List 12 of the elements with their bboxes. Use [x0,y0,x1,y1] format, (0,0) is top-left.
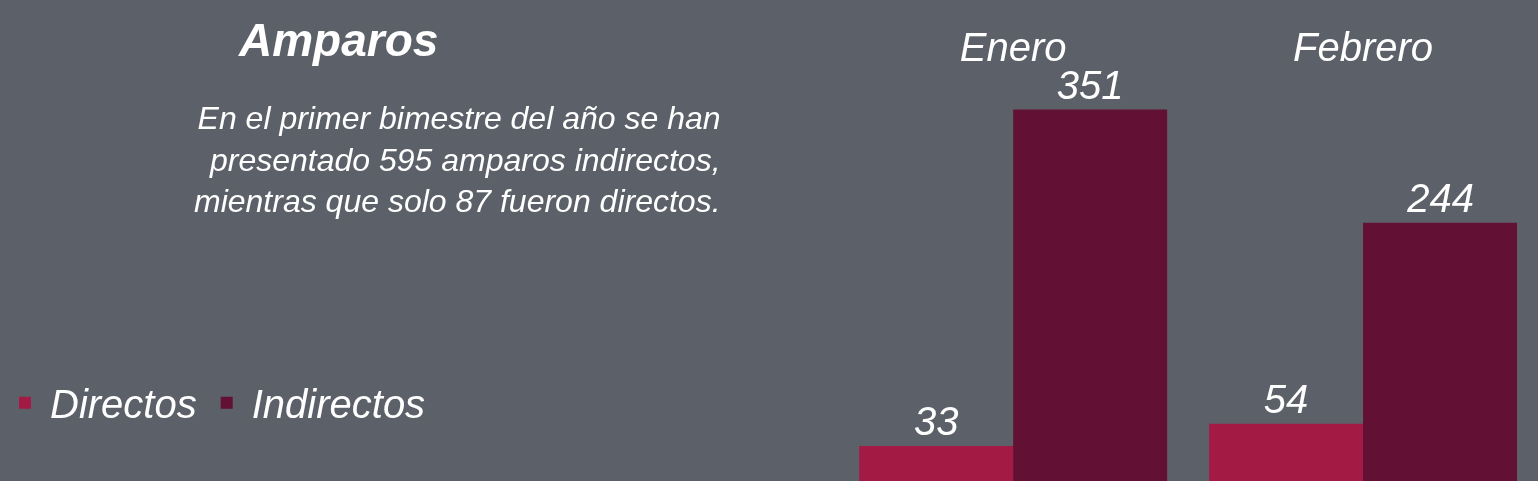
data-label: 54 [1263,376,1309,421]
legend-label: Indirectos [251,382,426,427]
text: Amparos [238,14,439,66]
data-label: 244 [1406,175,1474,220]
x-tick-label: Febrero [1293,25,1434,69]
text: En el primer bimestre del año se han presentado 595 amparos indirectos, mientras que solo 87 fueron directos. [194,100,721,220]
bar [1209,423,1364,481]
bar [1013,109,1168,481]
data-label: 33 [913,399,959,444]
legend-label: Directos [50,382,197,427]
bar [859,446,1014,481]
bar [1363,222,1518,481]
